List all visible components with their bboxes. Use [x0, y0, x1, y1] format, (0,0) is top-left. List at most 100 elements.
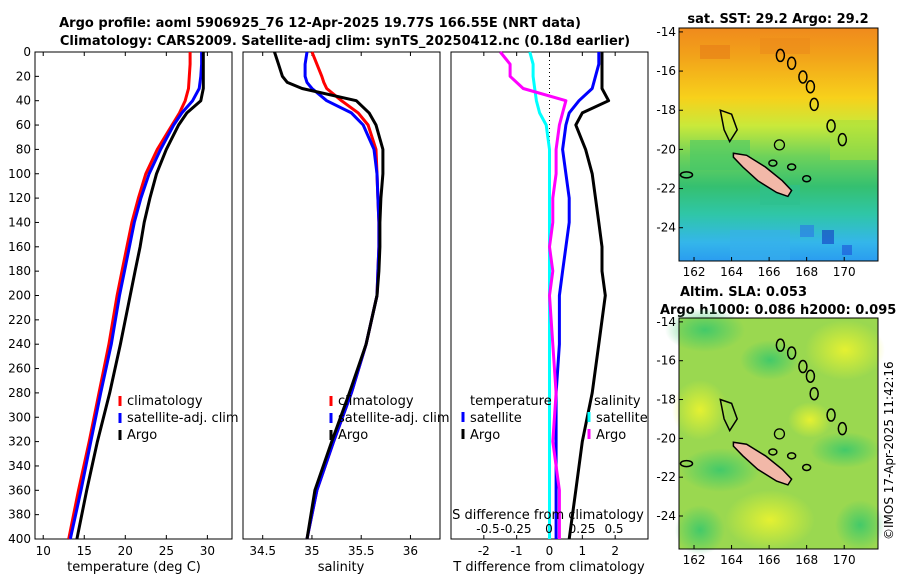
legend-t-satellite: satellite — [470, 411, 522, 426]
sla-map: Altim. SLA: 0.053 Argo h1000: 0.086 h200… — [656, 285, 896, 567]
lon-tick-label: 170 — [833, 553, 856, 567]
sst-map-ticks: 162 164 166 168 170 -14 -16 -18 -20 -22 -24 — [656, 25, 855, 279]
depth-tick-label: 140 — [8, 215, 31, 229]
depth-tick-label: 220 — [8, 313, 31, 327]
depth-tick-label: 120 — [8, 191, 31, 205]
reef-outline — [719, 109, 739, 144]
series-line-satellite-adj-clim — [303, 51, 381, 540]
salinity-legend: climatology satellite-adj. clim Argo — [329, 394, 450, 443]
legend-s-satellite: satellite — [596, 411, 648, 426]
depth-tick-label: 240 — [8, 337, 31, 351]
credit-label: ©IMOS 17-Apr-2025 11:42:16 — [882, 361, 896, 540]
vanuatu-island — [805, 79, 816, 94]
legend-climatology: climatology — [338, 394, 414, 409]
lon-tick-label: 164 — [720, 553, 743, 567]
temperature-legend: climatology satellite-adj. clim Argo — [118, 394, 239, 443]
lon-tick-label: 162 — [683, 553, 706, 567]
depth-tick-label: 320 — [8, 435, 31, 449]
lon-tick-label: 168 — [795, 553, 818, 567]
depth-tick-label: 280 — [8, 386, 31, 400]
top-tick-label: 0 — [545, 522, 553, 536]
legend-argo: Argo — [338, 428, 368, 443]
x-tick-label: 34.5 — [249, 544, 276, 558]
legend-t-argo: Argo — [470, 428, 500, 443]
difference-lines — [499, 51, 611, 540]
temperature-xlabel: temperature (deg C) — [67, 560, 201, 575]
x-tick-label: 35 — [304, 544, 319, 558]
loyalty-island — [786, 452, 797, 460]
loyalty-island — [786, 163, 797, 171]
lat-tick-label: -14 — [656, 315, 676, 329]
salinity-xlabel: salinity — [318, 560, 365, 575]
lon-tick-label: 166 — [758, 265, 781, 279]
lat-tick-label: -16 — [656, 354, 676, 368]
vanuatu-island — [837, 421, 848, 436]
depth-tick-label: 360 — [8, 483, 31, 497]
loyalty-island — [768, 448, 778, 456]
depth-tick-label: 100 — [8, 167, 31, 181]
series-line-satellite-adj-clim — [68, 52, 204, 540]
lon-tick-label: 166 — [758, 553, 781, 567]
series-line-s-satellite — [528, 51, 551, 539]
salinity-difference-ticks: -0.5 -0.25 0 0.25 0.5 — [476, 522, 623, 536]
vanuatu-island — [786, 56, 797, 70]
lat-tick-label: -24 — [656, 509, 676, 523]
x-tick-label: 36 — [403, 544, 418, 558]
loyalty-island — [801, 175, 812, 183]
loyalty-island — [801, 463, 812, 472]
difference-ticks: -2 -1 0 1 2 — [478, 52, 619, 558]
temperature-panel: 0 20 40 60 80 100 120 140 160 180 200 220 240 260 280 3… — [8, 45, 455, 575]
salinity-lines — [273, 51, 385, 540]
x-tick-label: 20 — [118, 544, 133, 558]
legend-climatology: climatology — [127, 394, 203, 409]
lat-tick-label: -18 — [656, 393, 676, 407]
depth-ticks: 0 20 40 60 80 100 120 140 160 180 200 220 240 260 280 3… — [8, 45, 455, 546]
loyalty-island — [768, 159, 778, 167]
series-line-t-argo — [567, 52, 611, 540]
top-tick-label: -0.5 — [476, 522, 499, 536]
lon-tick-label: 170 — [833, 265, 856, 279]
x-tick-label: 0 — [546, 544, 554, 558]
temperature-axes-box — [34, 51, 233, 540]
legend-argo: Argo — [127, 428, 157, 443]
legend-satellite: satellite-adj. clim — [338, 411, 450, 426]
lat-tick-label: -22 — [656, 470, 676, 484]
x-tick-label: 15 — [77, 544, 92, 558]
chesterfield-reef — [679, 171, 694, 179]
new-caledonia-island — [732, 152, 793, 198]
vanuatu-island — [775, 338, 786, 352]
x-tick-label: -1 — [511, 544, 523, 558]
depth-tick-label: 20 — [16, 69, 31, 83]
depth-tick-label: 400 — [8, 532, 31, 546]
coastline — [679, 338, 848, 486]
figure-title-line2: Climatology: CARS2009. Satellite-adj cli… — [60, 34, 630, 49]
legend-salinity-title: salinity — [594, 394, 641, 409]
x-tick-label: 25 — [159, 544, 174, 558]
sla-map-frame — [678, 317, 879, 550]
reef-outline — [719, 398, 739, 433]
lat-tick-label: -24 — [656, 221, 676, 235]
depth-tick-label: 380 — [8, 508, 31, 522]
temperature-ticks: 10 15 20 25 30 — [36, 52, 215, 558]
lat-tick-label: -20 — [656, 431, 676, 445]
depth-tick-label: 0 — [23, 45, 31, 59]
vanuatu-island — [798, 359, 808, 374]
depth-tick-label: 200 — [8, 289, 31, 303]
lat-tick-label: -20 — [656, 142, 676, 156]
depth-tick-label: 80 — [16, 142, 31, 156]
legend-satellite: satellite-adj. clim — [127, 411, 239, 426]
difference-panel: -2 -1 0 1 2 temperature satellite Argo salin… — [450, 51, 649, 575]
depth-tick-label: 260 — [8, 362, 31, 376]
depth-tick-label: 340 — [8, 459, 31, 473]
legend-s-argo: Argo — [596, 428, 626, 443]
depth-tick-label: 40 — [16, 94, 31, 108]
top-tick-label: -0.25 — [500, 522, 531, 536]
sst-map-title: sat. SST: 29.2 Argo: 29.2 — [687, 12, 868, 27]
lat-tick-label: -16 — [656, 64, 676, 78]
series-line-s-argo — [499, 51, 568, 539]
vanuatu-island — [826, 119, 836, 133]
x-tick-label: -2 — [478, 544, 490, 558]
series-line-argo — [75, 52, 205, 540]
x-tick-label: 2 — [611, 544, 619, 558]
vanuatu-island — [826, 408, 836, 422]
